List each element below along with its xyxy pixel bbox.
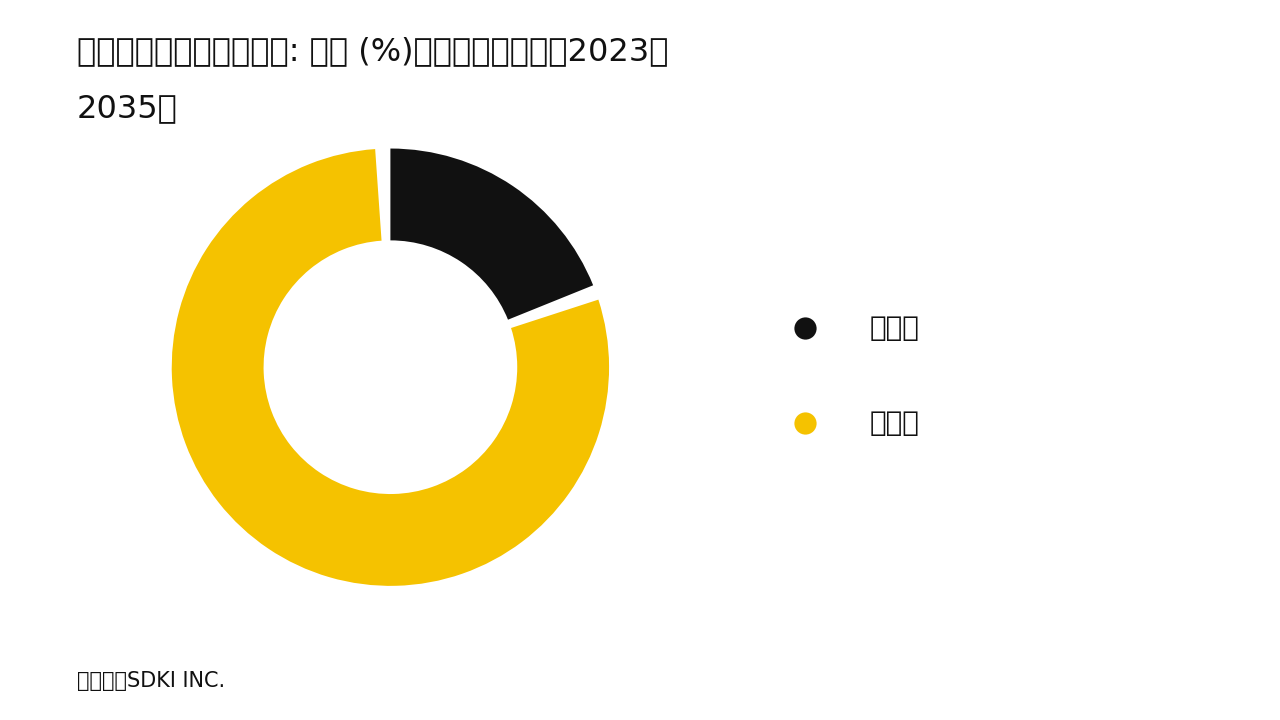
Text: 乗用車: 乗用車 — [869, 410, 919, 437]
Wedge shape — [172, 149, 609, 586]
Wedge shape — [390, 148, 593, 320]
Text: 燃料インジェクター市場: 収益 (%)、車種別、世界、2023ー: 燃料インジェクター市場: 収益 (%)、車種別、世界、2023ー — [77, 36, 668, 67]
Text: ソース：SDKI INC.: ソース：SDKI INC. — [77, 671, 225, 691]
Text: 商用車: 商用車 — [869, 314, 919, 341]
Text: 2035年: 2035年 — [77, 94, 178, 125]
